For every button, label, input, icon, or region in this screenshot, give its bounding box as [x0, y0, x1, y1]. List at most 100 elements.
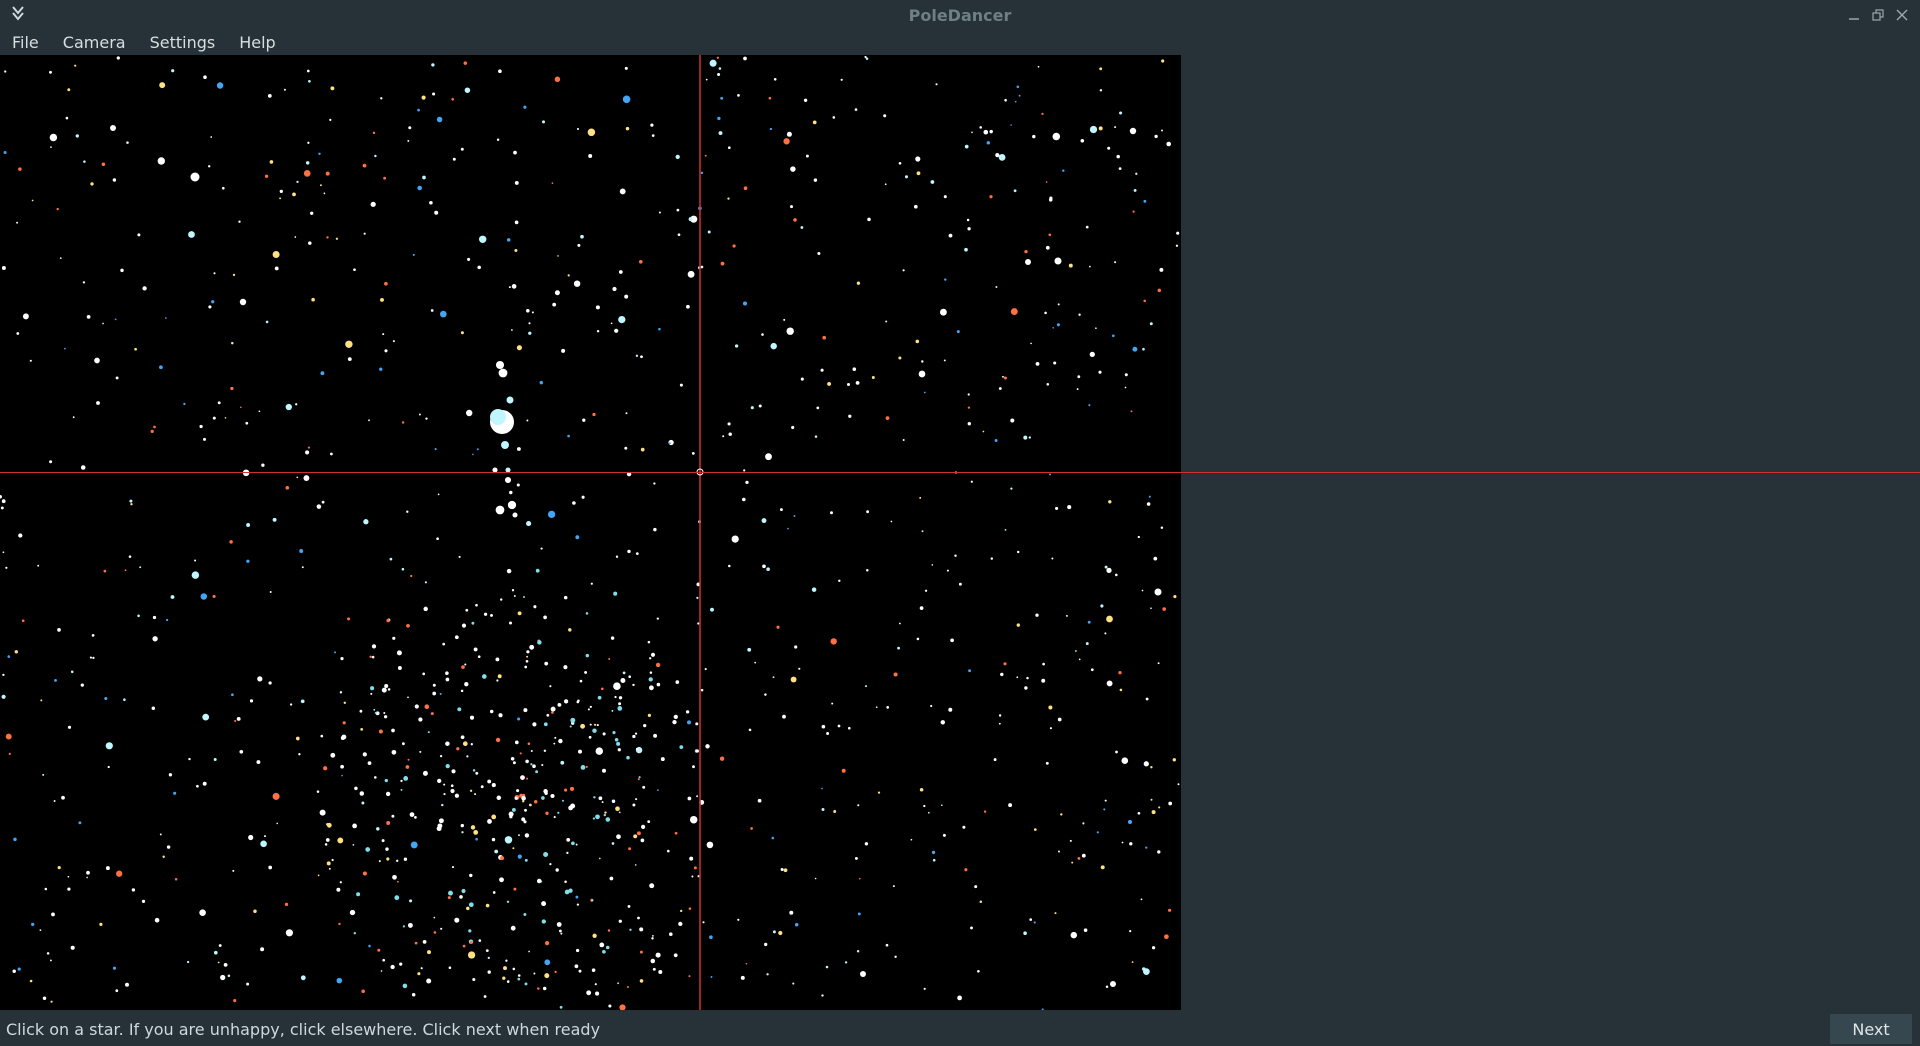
star[interactable] — [986, 141, 991, 145]
star[interactable] — [260, 840, 267, 848]
star[interactable] — [886, 706, 890, 709]
star[interactable] — [883, 114, 887, 118]
star[interactable] — [369, 655, 372, 658]
star[interactable] — [469, 715, 475, 720]
star[interactable] — [92, 656, 95, 660]
star[interactable] — [371, 644, 377, 649]
star[interactable] — [229, 540, 233, 544]
star[interactable] — [588, 154, 593, 158]
star[interactable] — [566, 851, 569, 855]
star[interactable] — [120, 268, 124, 273]
star[interactable] — [1016, 623, 1020, 627]
star[interactable] — [525, 759, 529, 764]
star[interactable] — [383, 711, 386, 715]
star[interactable] — [279, 189, 283, 194]
star[interactable] — [761, 518, 767, 524]
star[interactable] — [340, 657, 344, 661]
star[interactable] — [472, 769, 476, 772]
star[interactable] — [524, 858, 528, 862]
star[interactable] — [1142, 967, 1146, 971]
star[interactable] — [424, 704, 430, 710]
star[interactable] — [737, 94, 740, 97]
star[interactable] — [1085, 642, 1089, 646]
star[interactable] — [509, 490, 513, 495]
star[interactable] — [628, 675, 632, 679]
star[interactable] — [995, 153, 1000, 158]
star[interactable] — [212, 594, 216, 598]
star[interactable] — [1045, 181, 1048, 183]
star[interactable] — [524, 808, 527, 812]
star[interactable] — [1049, 727, 1052, 730]
star[interactable] — [524, 833, 530, 838]
star[interactable] — [401, 421, 405, 424]
star[interactable] — [588, 735, 592, 739]
star[interactable] — [174, 877, 178, 881]
star[interactable] — [207, 165, 211, 168]
star[interactable] — [771, 836, 775, 840]
star[interactable] — [632, 683, 635, 687]
star[interactable] — [977, 969, 980, 973]
star[interactable] — [1168, 908, 1172, 912]
star[interactable] — [407, 696, 409, 699]
star[interactable] — [655, 662, 661, 668]
star[interactable] — [476, 448, 479, 451]
star[interactable] — [67, 887, 71, 891]
star[interactable] — [993, 758, 997, 762]
star[interactable] — [695, 722, 699, 726]
star[interactable] — [347, 357, 352, 361]
star[interactable] — [639, 927, 644, 932]
star[interactable] — [494, 849, 499, 854]
star[interactable] — [166, 845, 171, 849]
star[interactable] — [1055, 506, 1059, 510]
star[interactable] — [877, 791, 881, 794]
star[interactable] — [1103, 808, 1106, 811]
star[interactable] — [1016, 676, 1019, 679]
star[interactable] — [134, 347, 137, 351]
star[interactable] — [505, 467, 511, 473]
star[interactable] — [104, 696, 108, 701]
star[interactable] — [210, 136, 213, 138]
star[interactable] — [940, 308, 947, 316]
star[interactable] — [203, 437, 206, 441]
star[interactable] — [1074, 650, 1077, 652]
star[interactable] — [384, 683, 389, 689]
star[interactable] — [591, 899, 594, 902]
star[interactable] — [1033, 921, 1036, 924]
star[interactable] — [246, 559, 250, 563]
star[interactable] — [442, 642, 446, 646]
star[interactable] — [898, 161, 902, 165]
star[interactable] — [391, 749, 397, 755]
star[interactable] — [618, 315, 626, 324]
star[interactable] — [220, 974, 226, 981]
star[interactable] — [441, 803, 444, 807]
star[interactable] — [998, 714, 1002, 717]
star[interactable] — [390, 964, 395, 970]
star[interactable] — [362, 163, 367, 168]
star[interactable] — [524, 982, 528, 986]
star[interactable] — [239, 406, 242, 409]
star[interactable] — [563, 699, 569, 704]
star[interactable] — [382, 958, 386, 962]
star[interactable] — [56, 207, 59, 211]
star[interactable] — [491, 837, 496, 842]
star[interactable] — [231, 693, 234, 697]
star[interactable] — [217, 961, 220, 964]
star[interactable] — [336, 977, 343, 984]
star[interactable] — [533, 799, 538, 804]
star[interactable] — [841, 768, 846, 773]
star[interactable] — [512, 967, 516, 971]
star[interactable] — [578, 749, 582, 754]
star[interactable] — [860, 971, 866, 977]
star[interactable] — [885, 320, 888, 323]
star[interactable] — [433, 931, 437, 934]
star[interactable] — [373, 776, 377, 779]
star[interactable] — [466, 409, 473, 417]
star[interactable] — [1110, 981, 1116, 987]
star[interactable] — [208, 305, 212, 309]
star[interactable] — [728, 564, 731, 568]
star[interactable] — [461, 623, 467, 628]
star[interactable] — [232, 869, 235, 872]
star[interactable] — [589, 705, 592, 709]
star[interactable] — [450, 784, 454, 788]
star[interactable] — [432, 691, 437, 696]
